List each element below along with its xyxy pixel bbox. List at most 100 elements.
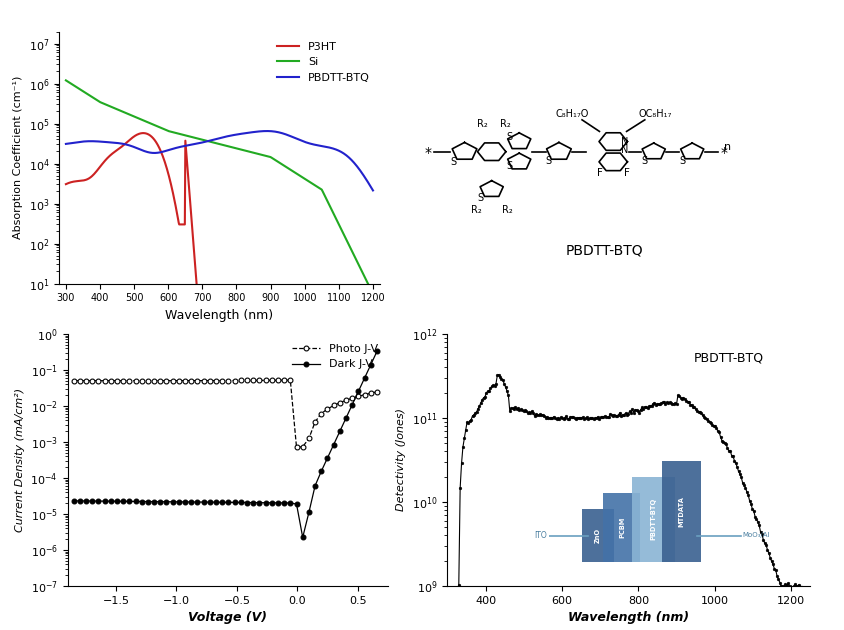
- Text: S: S: [641, 156, 647, 166]
- Line: Photo J-V: Photo J-V: [71, 378, 380, 450]
- Dark J-V: [155, 498, 165, 505]
- Photo J-V: [87, 377, 97, 384]
- Dark J-V: [131, 498, 141, 505]
- Y-axis label: Current Density (mA/cm²): Current Density (mA/cm²): [15, 388, 25, 532]
- Dark J-V: [316, 467, 327, 475]
- Text: OC₈H₁₇: OC₈H₁₇: [638, 109, 672, 119]
- Photo J-V: [75, 377, 85, 384]
- Photo J-V: [291, 444, 301, 451]
- Si: [292, 170, 302, 178]
- Photo J-V: [230, 377, 240, 384]
- Dark J-V: [192, 498, 203, 506]
- Dark J-V: [187, 498, 197, 506]
- Dark J-V: [347, 401, 357, 408]
- Photo J-V: [198, 377, 208, 384]
- Photo J-V: [242, 377, 252, 384]
- P3HT: [267, 319, 277, 327]
- Dark J-V: [137, 498, 147, 505]
- Dark J-V: [267, 499, 277, 507]
- Text: PBDTT-BTQ: PBDTT-BTQ: [565, 243, 643, 257]
- Photo J-V: [118, 377, 128, 384]
- Photo J-V: [372, 388, 382, 396]
- Dark J-V: [118, 498, 128, 505]
- Dark J-V: [310, 482, 320, 490]
- Dark J-V: [217, 498, 227, 506]
- Dark J-V: [205, 498, 215, 506]
- Photo J-V: [180, 377, 190, 384]
- P3HT: [201, 319, 211, 327]
- Photo J-V: [310, 418, 320, 426]
- Dark J-V: [198, 498, 208, 506]
- Text: R₂: R₂: [471, 205, 482, 215]
- P3HT: [293, 319, 303, 327]
- Legend: Photo J-V, Dark J-V: Photo J-V, Dark J-V: [288, 340, 382, 374]
- Dark J-V: [279, 499, 289, 507]
- Dark J-V: [291, 500, 301, 508]
- Dark J-V: [94, 497, 104, 505]
- Si: [241, 147, 252, 155]
- Dark J-V: [68, 497, 78, 505]
- Si: [200, 137, 210, 144]
- Photo J-V: [187, 377, 197, 384]
- Photo J-V: [322, 405, 333, 413]
- Dark J-V: [235, 499, 246, 507]
- Photo J-V: [335, 399, 345, 406]
- P3HT: [368, 319, 378, 327]
- Line: Dark J-V: Dark J-V: [71, 349, 380, 540]
- Photo J-V: [316, 410, 327, 417]
- PBDTT-BTQ: [140, 147, 150, 155]
- Photo J-V: [261, 377, 271, 384]
- Line: P3HT: P3HT: [66, 133, 373, 323]
- Line: PBDTT-BTQ: PBDTT-BTQ: [66, 131, 373, 190]
- Text: S: S: [478, 193, 484, 203]
- Dark J-V: [81, 497, 91, 505]
- Photo J-V: [304, 435, 314, 442]
- Dark J-V: [75, 497, 85, 505]
- Photo J-V: [235, 377, 246, 384]
- P3HT: [195, 319, 205, 327]
- X-axis label: Wavelength (nm): Wavelength (nm): [165, 309, 273, 322]
- Photo J-V: [106, 377, 116, 384]
- Dark J-V: [285, 499, 295, 507]
- Dark J-V: [273, 499, 283, 507]
- Text: *: *: [425, 146, 431, 160]
- Photo J-V: [81, 377, 91, 384]
- Text: C₈H₁₇O: C₈H₁₇O: [555, 109, 588, 119]
- PBDTT-BTQ: [267, 127, 277, 135]
- Text: S: S: [506, 132, 512, 142]
- Dark J-V: [322, 454, 333, 462]
- Dark J-V: [124, 498, 134, 505]
- Photo J-V: [143, 377, 153, 384]
- Photo J-V: [168, 377, 178, 384]
- Dark J-V: [242, 499, 252, 507]
- Dark J-V: [112, 498, 122, 505]
- Photo J-V: [205, 377, 215, 384]
- Photo J-V: [192, 377, 203, 384]
- Dark J-V: [335, 428, 345, 435]
- Photo J-V: [161, 377, 171, 384]
- Dark J-V: [254, 499, 264, 507]
- PBDTT-BTQ: [241, 129, 252, 137]
- Text: N: N: [621, 137, 628, 147]
- Dark J-V: [304, 508, 314, 516]
- Text: F: F: [624, 168, 630, 178]
- P3HT: [115, 144, 125, 152]
- Dark J-V: [298, 534, 308, 541]
- Dark J-V: [87, 497, 97, 505]
- Dark J-V: [365, 361, 376, 369]
- Photo J-V: [94, 377, 104, 384]
- Photo J-V: [347, 394, 357, 402]
- P3HT: [243, 319, 253, 327]
- Legend: P3HT, Si, PBDTT-BTQ: P3HT, Si, PBDTT-BTQ: [273, 37, 374, 87]
- Dark J-V: [328, 441, 338, 449]
- Dark J-V: [360, 374, 370, 382]
- Si: [61, 77, 71, 84]
- Photo J-V: [174, 377, 184, 384]
- Dark J-V: [261, 499, 271, 507]
- Photo J-V: [341, 396, 351, 404]
- Photo J-V: [112, 377, 122, 384]
- PBDTT-BTQ: [293, 135, 303, 143]
- Text: F: F: [597, 168, 603, 178]
- Photo J-V: [298, 443, 308, 450]
- Line: Si: Si: [66, 81, 373, 294]
